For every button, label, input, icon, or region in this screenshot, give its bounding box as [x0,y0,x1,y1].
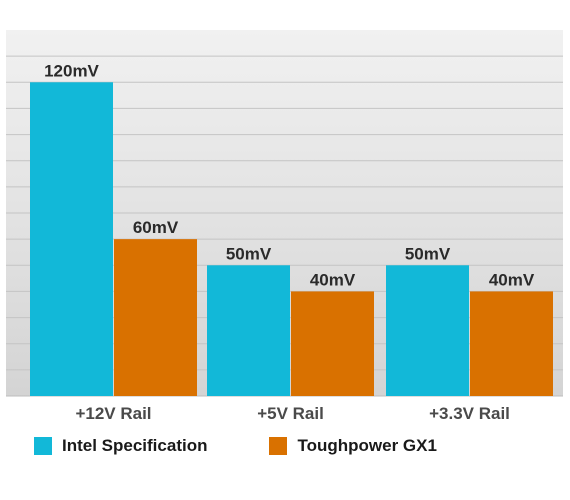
bar-intel-specification-1 [207,265,290,396]
data-label: 40mV [310,270,356,289]
x-tick-label: +3.3V Rail [429,404,510,423]
bars-group [30,82,553,397]
legend-swatch-intel-specification [34,437,52,455]
data-label: 60mV [133,218,179,237]
legend-item-intel-specification: Intel Specification [34,436,207,456]
data-labels-group: 120mV 60mV 50mV 40mV 50mV 40mV [44,61,535,289]
bar-toughpower-gx1-1 [291,291,374,396]
legend-label-intel-specification: Intel Specification [62,436,208,455]
bar-toughpower-gx1-0 [114,239,197,396]
legend-swatch-toughpower-gx1 [269,437,288,455]
bar-intel-specification-2 [386,265,469,396]
data-label: 120mV [44,61,99,80]
legend-item-toughpower-gx1: Toughpower GX1 [269,436,437,456]
data-label: 40mV [489,270,535,289]
x-tick-label: +12V Rail [75,404,151,423]
data-label: 50mV [405,244,451,263]
legend-label-toughpower-gx1: Toughpower GX1 [297,436,437,455]
x-axis-tick-labels: +12V Rail +5V Rail +3.3V Rail [75,404,509,423]
data-label: 50mV [226,244,272,263]
bar-intel-specification-0 [30,82,113,397]
bar-toughpower-gx1-2 [470,291,553,396]
legend: Intel Specification Toughpower GX1 [34,436,499,456]
x-tick-label: +5V Rail [257,404,324,423]
